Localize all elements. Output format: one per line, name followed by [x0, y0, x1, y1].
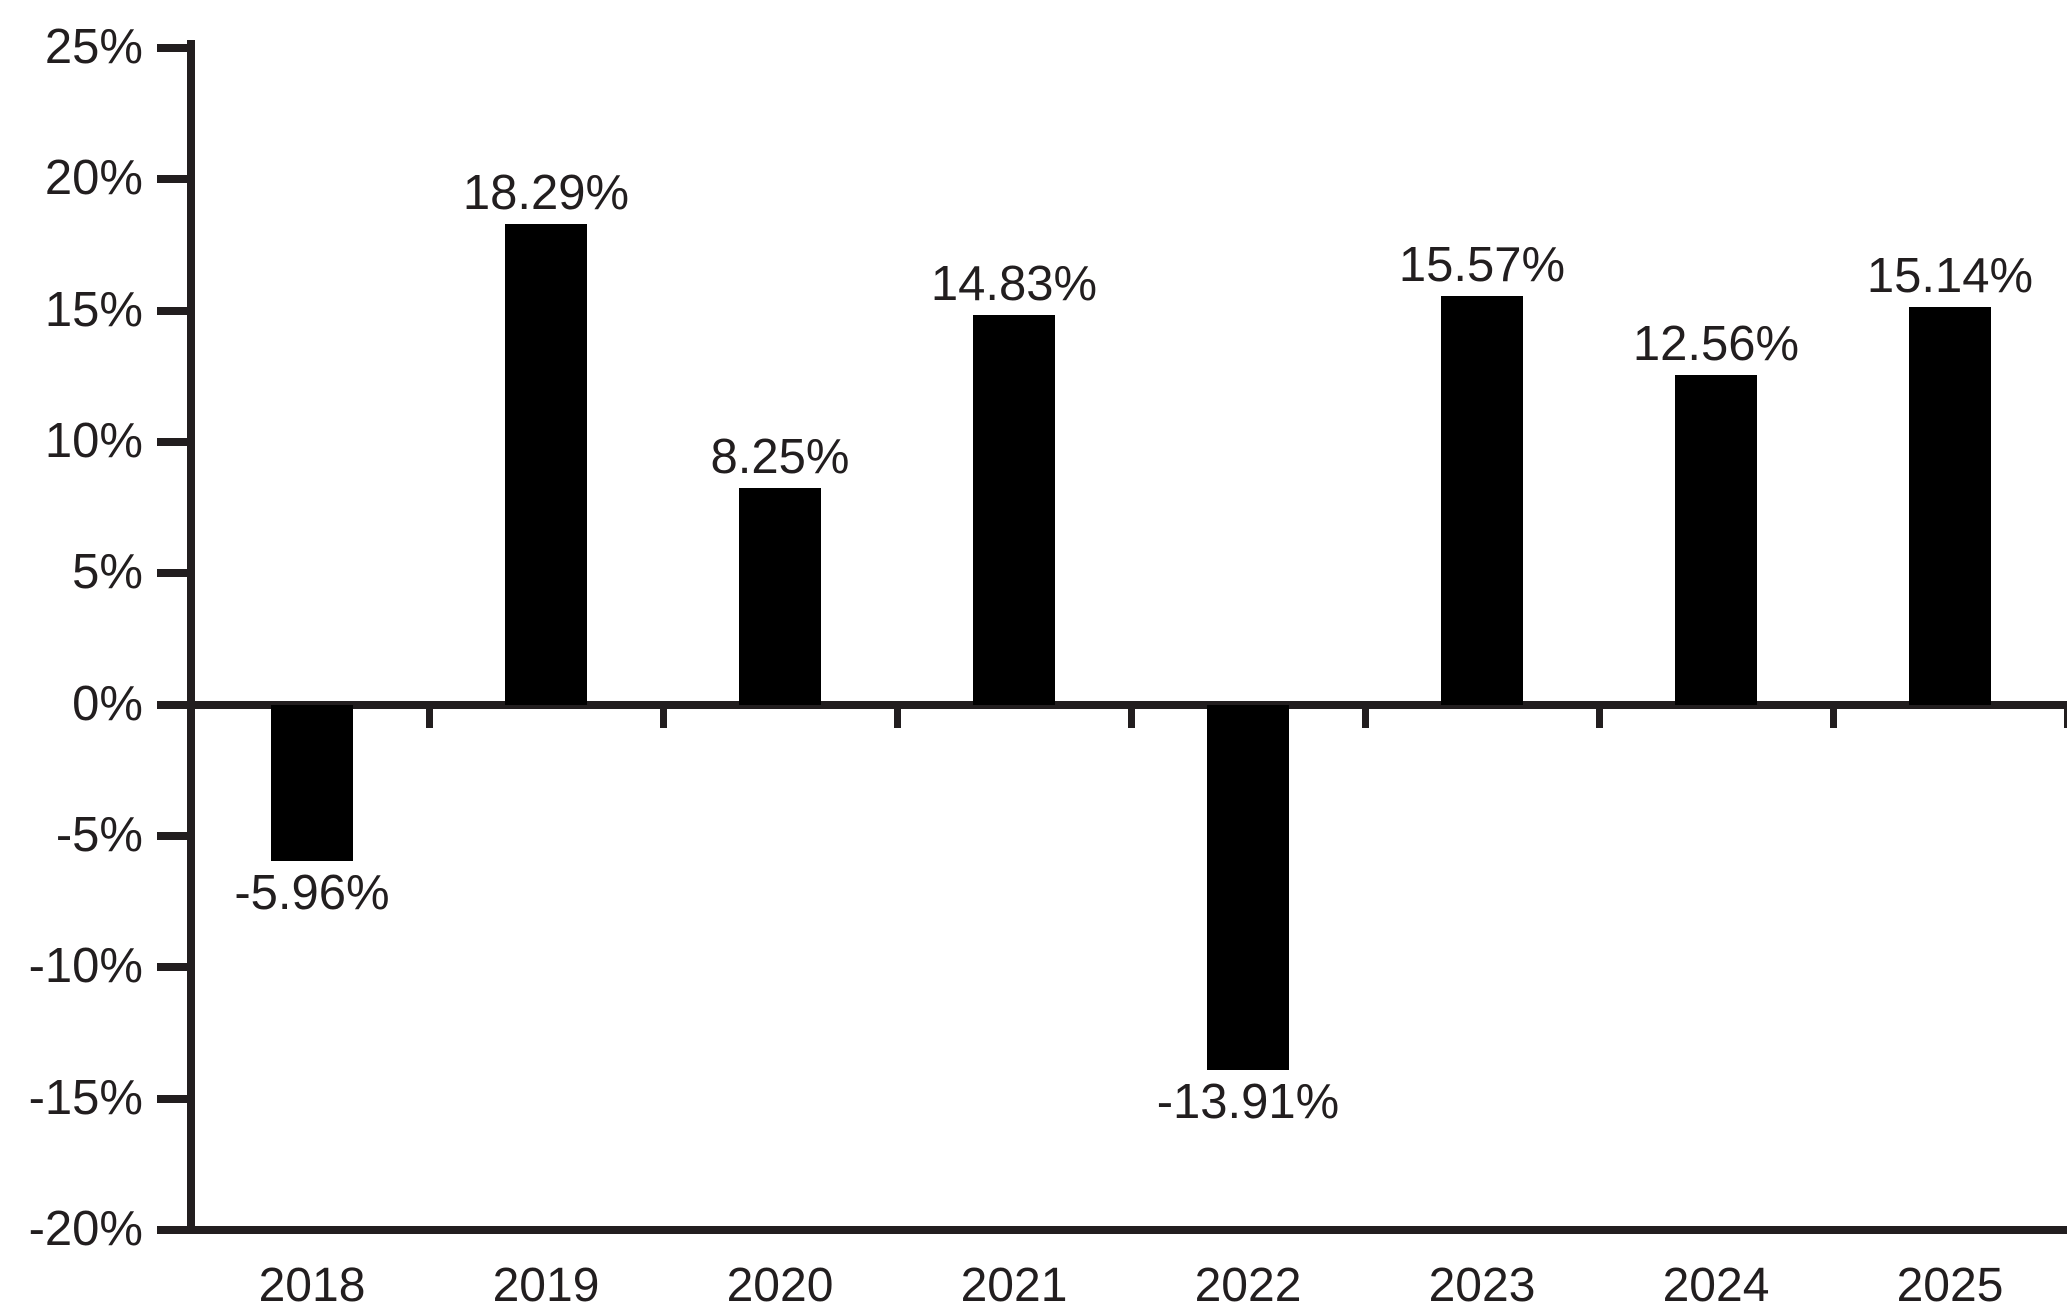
bar-2019	[505, 224, 587, 705]
x-axis-tick	[1595, 707, 1603, 728]
bar-2020	[739, 487, 821, 705]
bar-2021	[973, 315, 1055, 705]
y-axis-tick	[157, 1226, 187, 1234]
bar-value-label: 8.25%	[710, 429, 850, 484]
x-axis-tick	[893, 707, 901, 728]
y-axis-tick-label: 0%	[72, 676, 143, 731]
bottom-axis-line	[187, 1226, 2067, 1234]
x-axis-tick	[2063, 707, 2067, 728]
bar-2025	[1909, 306, 1991, 705]
bar-value-label: 15.14%	[1866, 248, 2034, 303]
x-axis-tick	[425, 707, 433, 728]
y-axis-tick-label: 5%	[72, 545, 143, 600]
y-axis-tick	[157, 963, 187, 972]
bar-2018	[271, 704, 353, 862]
y-axis-tick-label: 15%	[44, 282, 143, 337]
x-axis-tick	[1361, 707, 1369, 728]
x-axis-category-label: 2020	[726, 1259, 834, 1308]
x-axis-category-label: 2019	[492, 1259, 600, 1308]
y-axis-tick	[157, 832, 187, 840]
y-axis-tick-label: 10%	[44, 414, 143, 468]
x-axis-category-label: 2022	[1194, 1259, 1302, 1308]
x-axis-category-label: 2025	[1896, 1259, 2004, 1308]
bar-2022	[1207, 704, 1289, 1071]
y-axis-tick	[157, 438, 187, 446]
y-axis-tick	[157, 306, 187, 315]
bar-value-label: 18.29%	[462, 166, 630, 221]
bar-value-label: -13.91%	[1156, 1075, 1340, 1130]
bar-value-label: -5.96%	[234, 866, 390, 921]
x-axis-tick	[1829, 707, 1837, 728]
x-axis-tick	[1127, 707, 1135, 728]
bar-2023	[1441, 295, 1523, 705]
y-axis-spine	[187, 40, 195, 1234]
bar-2024	[1675, 374, 1757, 705]
y-axis-tick	[157, 700, 187, 709]
y-axis-tick	[157, 569, 187, 578]
y-axis-tick-label: -15%	[28, 1070, 143, 1125]
y-axis-tick	[157, 44, 187, 52]
x-axis-category-label: 2018	[258, 1259, 366, 1308]
y-axis-tick-label: 25%	[44, 20, 143, 74]
x-axis-category-label: 2023	[1428, 1259, 1536, 1308]
bar-value-label: 12.56%	[1632, 316, 1800, 371]
y-axis-tick	[157, 175, 187, 184]
x-axis-tick	[659, 707, 667, 728]
y-axis-tick	[157, 1094, 187, 1103]
y-axis-tick-label: -20%	[28, 1202, 143, 1256]
x-axis-category-label: 2024	[1662, 1259, 1770, 1308]
y-axis-tick-label: -5%	[55, 808, 143, 862]
x-axis-category-label: 2021	[960, 1259, 1068, 1308]
y-axis-tick-label: 20%	[44, 151, 143, 206]
bar-value-label: 14.83%	[930, 257, 1098, 312]
zero-baseline	[187, 700, 2067, 709]
bar-value-label: 15.57%	[1398, 237, 1566, 292]
y-axis-tick-label: -10%	[28, 939, 143, 994]
